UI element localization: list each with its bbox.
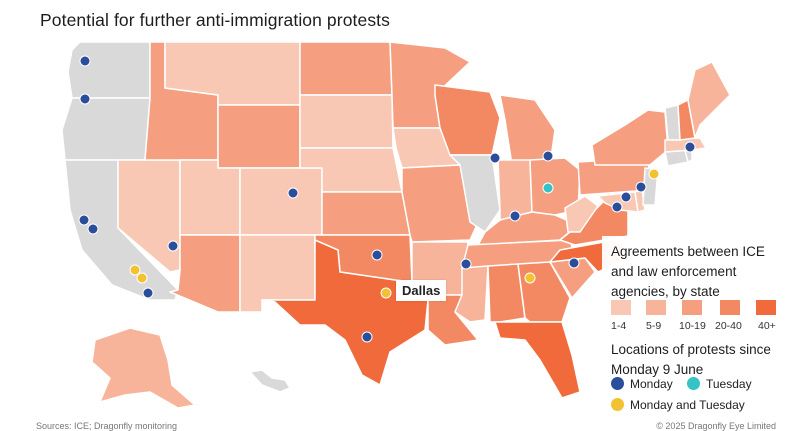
protest-marker-monday[interactable]	[79, 55, 91, 67]
state-AK[interactable]	[91, 327, 196, 409]
monday-dot-key	[611, 377, 624, 390]
protest-marker-monday[interactable]	[167, 240, 179, 252]
state-FL[interactable]	[494, 321, 581, 399]
protest-marker-monday[interactable]	[620, 191, 632, 203]
state-WY[interactable]	[217, 104, 301, 169]
state-AZ[interactable]	[169, 234, 241, 313]
protest-marker-monday[interactable]	[371, 249, 383, 261]
protest-marker-monday-and-tuesday[interactable]	[136, 272, 148, 284]
protest-marker-monday-and-tuesday[interactable]	[524, 272, 536, 284]
protest-marker-monday[interactable]	[542, 150, 554, 162]
state-TX[interactable]	[261, 239, 429, 386]
state-CO[interactable]	[239, 167, 323, 236]
tuesday-label: Tuesday	[706, 377, 752, 391]
state-HI[interactable]	[249, 369, 291, 393]
protest-marker-monday[interactable]	[460, 258, 472, 270]
monday-and-tuesday-label: Monday and Tuesday	[630, 398, 745, 412]
protest-marker-monday[interactable]	[87, 223, 99, 235]
protest-marker-tuesday[interactable]	[542, 182, 554, 194]
tuesday-dot-key	[687, 377, 700, 390]
state-OR[interactable]	[61, 97, 151, 161]
swatch-label-5-9: 5-9	[646, 320, 662, 332]
protests-legend-title: Locations of protests since Monday 9 Jun…	[611, 342, 771, 377]
protest-marker-monday[interactable]	[361, 331, 373, 343]
protest-marker-monday[interactable]	[684, 141, 696, 153]
protest-marker-monday-and-tuesday[interactable]	[380, 287, 392, 299]
protest-marker-monday-and-tuesday[interactable]	[648, 168, 660, 180]
swatch-10-19	[682, 300, 702, 315]
protest-marker-monday[interactable]	[611, 201, 623, 213]
swatch-40plus	[756, 300, 776, 315]
monday-and-tuesday-dot-key	[611, 398, 624, 411]
copyright-note: © 2025 Dragonfly Eye Limited	[656, 421, 776, 431]
swatch-label-40plus: 40+	[758, 320, 776, 332]
protest-marker-monday[interactable]	[489, 152, 501, 164]
protest-marker-monday[interactable]	[509, 210, 521, 222]
protest-marker-monday[interactable]	[568, 257, 580, 269]
protest-marker-monday[interactable]	[142, 287, 154, 299]
swatch-20-40	[720, 300, 740, 315]
state-SD[interactable]	[299, 94, 394, 149]
state-ME[interactable]	[687, 61, 731, 139]
state-UT[interactable]	[179, 159, 241, 236]
state-WV[interactable]	[564, 195, 599, 233]
swatch-label-20-40: 20-40	[715, 320, 742, 332]
swatch-label-10-19: 10-19	[679, 320, 706, 332]
state-WA[interactable]	[67, 41, 151, 99]
state-KS[interactable]	[321, 191, 411, 236]
state-AL[interactable]	[487, 263, 526, 323]
state-NY[interactable]	[591, 109, 669, 166]
dallas-callout: Dallas	[396, 280, 447, 301]
agreements-legend-title: Agreements between ICE and law enforceme…	[611, 244, 765, 299]
monday-label: Monday	[630, 377, 673, 391]
protest-marker-monday[interactable]	[635, 181, 647, 193]
page-title: Potential for further anti-immigration p…	[40, 10, 390, 30]
state-ND[interactable]	[299, 41, 393, 96]
swatch-1-4	[611, 300, 631, 315]
legend-panel: Agreements between ICE and law enforceme…	[602, 236, 780, 424]
swatch-label-1-4: 1-4	[611, 320, 627, 332]
swatch-5-9	[646, 300, 666, 315]
protest-marker-monday[interactable]	[287, 187, 299, 199]
protest-marker-monday[interactable]	[78, 214, 90, 226]
protest-marker-monday[interactable]	[79, 93, 91, 105]
protest-marker-monday-and-tuesday[interactable]	[129, 264, 141, 276]
source-note: Sources: ICE; Dragonfly monitoring	[36, 421, 178, 431]
